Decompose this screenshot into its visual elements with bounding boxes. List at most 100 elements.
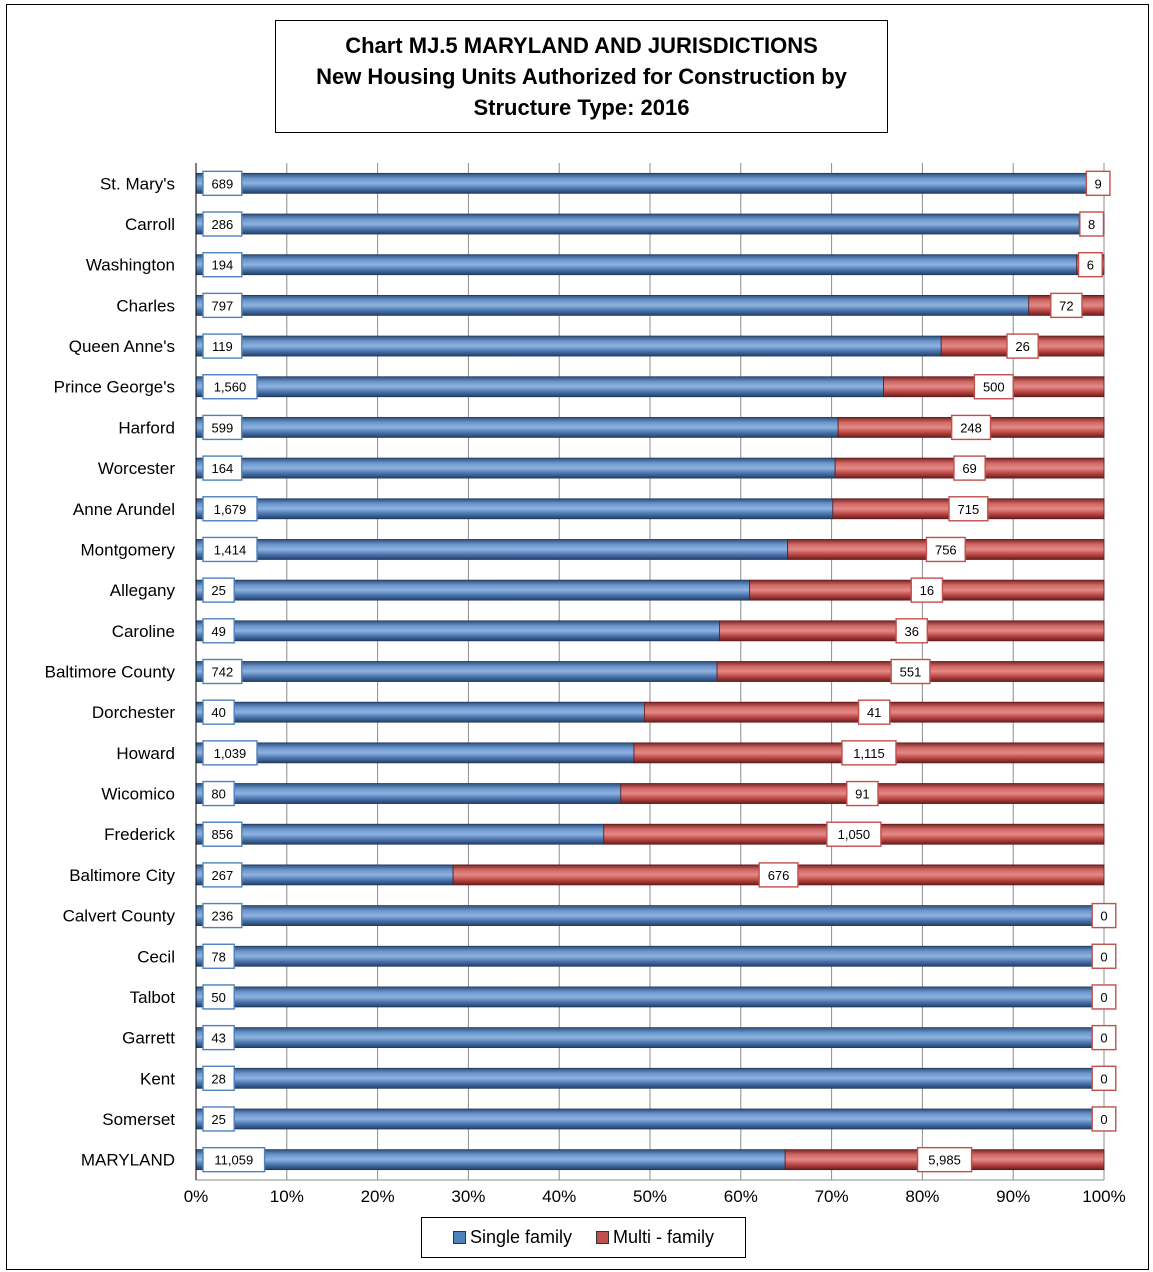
data-label-single-family-caroline: 49 — [211, 624, 225, 639]
data-label-box-multi-family — [1091, 943, 1117, 969]
data-label-single-family-kent: 28 — [211, 1071, 225, 1086]
category-label-cecil: Cecil — [137, 947, 175, 966]
legend-swatch-single-family — [452, 1231, 466, 1244]
data-label-box-single-family — [202, 780, 235, 807]
data-label-box-multi-family — [925, 536, 966, 563]
chart-title-line-3: Structure Type: 2016 — [473, 95, 690, 120]
x-tick-label: 80% — [905, 1187, 939, 1206]
bar-single-family-baltimore-county — [195, 661, 718, 682]
data-label-box-single-family — [202, 1065, 235, 1092]
data-label-multi-family-dorchester: 41 — [867, 705, 881, 720]
x-tick-label: 100% — [1082, 1187, 1125, 1206]
category-label-calvert-county: Calvert County — [63, 907, 176, 926]
data-label-box-multi-family — [826, 821, 882, 847]
x-tick-label: 90% — [996, 1187, 1030, 1206]
data-label-single-family-queen-anne-s: 119 — [212, 339, 233, 354]
data-label-box-multi-family — [948, 496, 989, 522]
data-label-box-multi-family — [890, 658, 931, 685]
data-label-box-single-family — [202, 943, 235, 969]
data-label-box-single-family — [202, 170, 243, 197]
bar-single-family-montgomery — [195, 539, 789, 560]
category-label-worcester: Worcester — [98, 459, 175, 478]
data-label-single-family-maryland: 11,059 — [214, 1153, 253, 1168]
data-label-multi-family-howard: 1,115 — [853, 746, 885, 761]
data-label-multi-family-calvert-county: 0 — [1100, 909, 1107, 924]
category-label-baltimore-county: Baltimore County — [45, 663, 176, 682]
data-label-box-multi-family — [950, 414, 992, 441]
category-label-washington: Washington — [86, 256, 175, 275]
bar-single-family-st-mary-s — [195, 172, 1093, 194]
data-label-box-multi-family — [1079, 211, 1105, 237]
bar-single-family-allegany — [195, 579, 751, 601]
data-label-multi-family-maryland: 5,985 — [928, 1153, 961, 1168]
data-label-single-family-calvert-county: 236 — [212, 909, 234, 924]
data-label-box-multi-family — [1091, 1065, 1117, 1092]
chart-title: Chart MJ.5 MARYLAND AND JURISDICTIONS Ne… — [275, 20, 888, 133]
bar-single-family-talbot — [195, 986, 1105, 1008]
data-label-single-family-charles: 797 — [212, 298, 234, 313]
data-label-box-multi-family — [841, 740, 897, 766]
data-label-multi-family-montgomery: 756 — [935, 542, 957, 557]
data-label-box-multi-family — [1091, 1024, 1117, 1051]
data-label-box-multi-family — [857, 699, 891, 725]
data-label-box-single-family — [202, 1146, 266, 1173]
bar-single-family-frederick — [195, 823, 605, 845]
data-label-box-single-family — [202, 251, 243, 278]
data-label-box-single-family — [202, 1024, 235, 1051]
data-label-box-single-family — [202, 536, 258, 563]
category-label-kent: Kent — [140, 1069, 175, 1088]
bar-single-family-cecil — [195, 945, 1105, 967]
data-label-box-single-family — [202, 333, 243, 359]
data-label-single-family-washington: 194 — [212, 258, 234, 273]
bar-single-family-caroline — [195, 620, 720, 642]
category-label-howard: Howard — [116, 744, 175, 763]
bar-single-family-garrett — [195, 1027, 1105, 1049]
data-label-box-multi-family — [953, 455, 986, 481]
data-label-box-multi-family — [1006, 333, 1039, 359]
data-label-multi-family-worcester: 69 — [962, 461, 976, 476]
x-tick-label: 50% — [633, 1187, 667, 1206]
legend-swatch-multi-family — [596, 1231, 610, 1244]
category-label-charles: Charles — [116, 296, 175, 315]
data-label-box-single-family — [202, 1106, 235, 1132]
x-tick-label: 20% — [361, 1187, 395, 1206]
bar-single-family-dorchester — [195, 701, 645, 723]
data-label-box-single-family — [202, 984, 235, 1010]
data-label-box-single-family — [202, 862, 243, 888]
data-label-single-family-baltimore-county: 742 — [212, 665, 234, 680]
category-label-anne-arundel: Anne Arundel — [73, 500, 175, 519]
category-label-baltimore-city: Baltimore City — [69, 866, 175, 885]
legend-label-multi-family: Multi - family — [613, 1227, 715, 1247]
data-label-single-family-harford: 599 — [212, 420, 234, 435]
chart-title-line-2: New Housing Units Authorized for Constru… — [316, 64, 847, 89]
data-label-box-single-family — [202, 374, 258, 400]
bar-single-family-kent — [195, 1067, 1105, 1089]
category-label-harford: Harford — [118, 418, 175, 437]
data-label-multi-family-frederick: 1,050 — [838, 827, 871, 842]
data-label-box-multi-family — [1091, 902, 1117, 929]
bar-single-family-harford — [195, 417, 839, 438]
category-label-carroll: Carroll — [125, 215, 175, 234]
bar-single-family-queen-anne-s — [195, 335, 942, 357]
data-label-single-family-dorchester: 40 — [211, 705, 225, 720]
data-label-single-family-frederick: 856 — [212, 827, 234, 842]
data-label-box-multi-family — [916, 1146, 973, 1173]
data-label-multi-family-harford: 248 — [960, 420, 982, 435]
data-label-single-family-st-mary-s: 689 — [212, 176, 234, 191]
data-label-single-family-montgomery: 1,414 — [214, 542, 247, 557]
data-label-box-single-family — [202, 414, 243, 441]
legend-item-multi-family: Multi - family — [596, 1227, 714, 1248]
category-label-somerset: Somerset — [102, 1110, 175, 1129]
data-label-box-multi-family — [758, 862, 799, 888]
category-label-caroline: Caroline — [112, 622, 175, 641]
x-tick-label: 40% — [542, 1187, 576, 1206]
data-label-box-single-family — [202, 902, 243, 929]
x-tick-label: 70% — [815, 1187, 849, 1206]
category-label-montgomery: Montgomery — [81, 540, 176, 559]
bar-single-family-prince-george-s — [195, 376, 885, 398]
legend: Single family Multi - family — [421, 1217, 746, 1258]
category-label-maryland: MARYLAND — [81, 1151, 175, 1170]
data-label-box-multi-family — [1085, 170, 1111, 197]
x-tick-label: 30% — [451, 1187, 485, 1206]
chart-title-line-1: Chart MJ.5 MARYLAND AND JURISDICTIONS — [345, 33, 818, 58]
